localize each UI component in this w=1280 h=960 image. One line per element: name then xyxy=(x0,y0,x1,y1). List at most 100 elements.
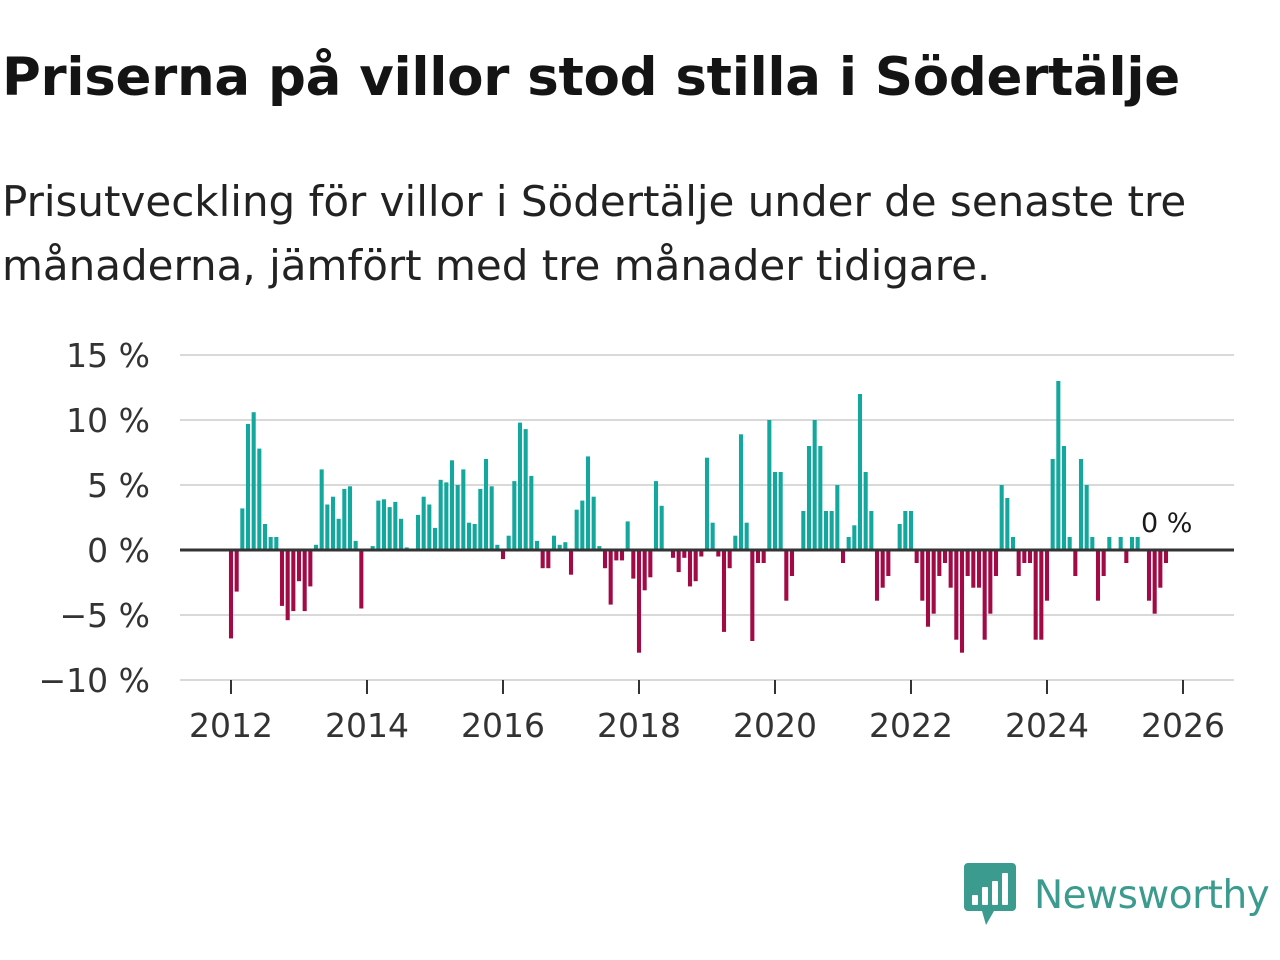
bar[interactable] xyxy=(1073,550,1078,576)
bar[interactable] xyxy=(523,429,528,550)
bar[interactable] xyxy=(1152,550,1157,614)
bar[interactable] xyxy=(1158,550,1163,588)
bar[interactable] xyxy=(818,446,823,550)
bar[interactable] xyxy=(704,457,710,550)
bar[interactable] xyxy=(1056,381,1061,550)
bar[interactable] xyxy=(1044,550,1050,601)
bar[interactable] xyxy=(421,496,426,550)
bar[interactable] xyxy=(733,535,738,550)
bar[interactable] xyxy=(330,496,336,550)
bar[interactable] xyxy=(614,550,619,561)
bar[interactable] xyxy=(1010,537,1016,550)
bar[interactable] xyxy=(812,420,817,550)
bar[interactable] xyxy=(699,550,704,557)
bar[interactable] xyxy=(761,550,766,563)
bar[interactable] xyxy=(285,550,290,621)
bar[interactable] xyxy=(245,423,251,550)
bar[interactable] xyxy=(461,469,466,550)
bar[interactable] xyxy=(954,550,959,640)
bar[interactable] xyxy=(551,535,557,550)
bar[interactable] xyxy=(835,485,840,550)
bar[interactable] xyxy=(585,456,591,550)
bar[interactable] xyxy=(1050,459,1055,550)
bar[interactable] xyxy=(710,522,715,550)
bar[interactable] xyxy=(874,550,880,601)
bar[interactable] xyxy=(625,521,630,550)
bar[interactable] xyxy=(659,505,664,550)
bar[interactable] xyxy=(653,481,659,550)
bar[interactable] xyxy=(359,550,364,609)
bar[interactable] xyxy=(721,550,727,632)
bar[interactable] xyxy=(608,550,613,605)
bar[interactable] xyxy=(869,511,874,550)
bar[interactable] xyxy=(914,550,919,563)
bar[interactable] xyxy=(1163,550,1169,563)
bar[interactable] xyxy=(965,550,970,576)
bar[interactable] xyxy=(472,524,477,550)
bar[interactable] xyxy=(370,546,375,550)
bar[interactable] xyxy=(982,550,987,640)
bar[interactable] xyxy=(398,518,404,550)
bar[interactable] xyxy=(801,511,806,550)
bar[interactable] xyxy=(438,479,443,550)
bar[interactable] xyxy=(432,527,438,550)
bar[interactable] xyxy=(557,544,562,550)
bar[interactable] xyxy=(942,550,948,563)
newsworthy-logo[interactable]: Newsworthy xyxy=(964,862,1270,928)
bar[interactable] xyxy=(948,550,953,588)
bar[interactable] xyxy=(291,550,296,612)
bar[interactable] xyxy=(602,550,608,569)
bar[interactable] xyxy=(631,550,636,579)
bar[interactable] xyxy=(642,550,647,591)
bar[interactable] xyxy=(234,550,239,592)
bar[interactable] xyxy=(262,524,268,550)
bar[interactable] xyxy=(580,500,585,550)
bar[interactable] xyxy=(353,540,358,550)
bar[interactable] xyxy=(1118,537,1123,550)
bar[interactable] xyxy=(755,550,761,563)
bar[interactable] xyxy=(381,499,387,550)
bar[interactable] xyxy=(574,509,579,550)
bar[interactable] xyxy=(597,546,602,550)
bar[interactable] xyxy=(313,544,319,550)
bar[interactable] xyxy=(1016,550,1021,576)
bar[interactable] xyxy=(772,472,778,550)
bar[interactable] xyxy=(449,460,455,550)
bar[interactable] xyxy=(387,507,392,550)
bar[interactable] xyxy=(727,550,732,569)
bar[interactable] xyxy=(931,550,936,614)
bar[interactable] xyxy=(1124,550,1129,563)
bar[interactable] xyxy=(886,550,891,576)
bar[interactable] xyxy=(1084,485,1089,550)
bar[interactable] xyxy=(455,485,460,550)
bar[interactable] xyxy=(302,550,307,612)
bar[interactable] xyxy=(274,537,279,550)
bar[interactable] xyxy=(517,422,523,550)
bar[interactable] xyxy=(466,522,472,550)
bar[interactable] xyxy=(319,469,324,550)
bar[interactable] xyxy=(257,448,262,550)
bar[interactable] xyxy=(325,504,330,551)
bar[interactable] xyxy=(829,511,834,550)
bar[interactable] xyxy=(937,550,942,576)
bar[interactable] xyxy=(568,550,574,575)
bar[interactable] xyxy=(1146,550,1152,601)
bar[interactable] xyxy=(959,550,965,653)
bar[interactable] xyxy=(500,550,506,560)
bar[interactable] xyxy=(296,550,302,582)
bar[interactable] xyxy=(636,550,642,653)
bar[interactable] xyxy=(534,540,540,550)
bar[interactable] xyxy=(863,472,868,550)
bar[interactable] xyxy=(427,504,432,551)
bar[interactable] xyxy=(767,420,772,550)
bar[interactable] xyxy=(495,544,500,550)
bar[interactable] xyxy=(744,522,749,550)
bar[interactable] xyxy=(1095,550,1101,601)
bar[interactable] xyxy=(268,537,273,550)
bar[interactable] xyxy=(1101,550,1106,576)
bar[interactable] xyxy=(976,550,982,588)
bar[interactable] xyxy=(1067,537,1072,550)
bar[interactable] xyxy=(823,511,829,550)
bar[interactable] xyxy=(903,511,908,550)
bar[interactable] xyxy=(999,485,1004,550)
